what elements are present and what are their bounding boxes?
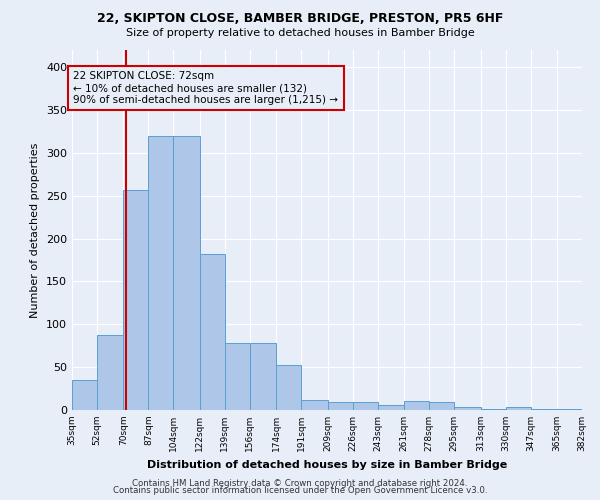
Text: Size of property relative to detached houses in Bamber Bridge: Size of property relative to detached ho… xyxy=(125,28,475,38)
Bar xyxy=(454,408,481,410)
Bar xyxy=(173,136,200,410)
Bar xyxy=(429,402,454,410)
Bar xyxy=(378,405,404,410)
Bar xyxy=(582,408,600,410)
Bar xyxy=(200,254,225,410)
Bar xyxy=(124,190,148,410)
Bar xyxy=(301,400,328,410)
Bar xyxy=(276,366,301,410)
Text: 22 SKIPTON CLOSE: 72sqm
← 10% of detached houses are smaller (132)
90% of semi-d: 22 SKIPTON CLOSE: 72sqm ← 10% of detache… xyxy=(73,72,338,104)
Bar xyxy=(481,409,506,410)
X-axis label: Distribution of detached houses by size in Bamber Bridge: Distribution of detached houses by size … xyxy=(147,460,507,469)
Bar xyxy=(530,409,557,410)
Bar xyxy=(148,136,173,410)
Text: Contains HM Land Registry data © Crown copyright and database right 2024.: Contains HM Land Registry data © Crown c… xyxy=(132,478,468,488)
Text: 22, SKIPTON CLOSE, BAMBER BRIDGE, PRESTON, PR5 6HF: 22, SKIPTON CLOSE, BAMBER BRIDGE, PRESTO… xyxy=(97,12,503,26)
Bar xyxy=(250,343,276,410)
Bar xyxy=(328,402,353,410)
Bar xyxy=(97,336,124,410)
Bar xyxy=(506,408,530,410)
Bar xyxy=(557,409,582,410)
Bar xyxy=(353,402,378,410)
Bar xyxy=(404,402,429,410)
Text: Contains public sector information licensed under the Open Government Licence v3: Contains public sector information licen… xyxy=(113,486,487,495)
Y-axis label: Number of detached properties: Number of detached properties xyxy=(31,142,40,318)
Bar xyxy=(72,380,97,410)
Bar xyxy=(225,343,250,410)
